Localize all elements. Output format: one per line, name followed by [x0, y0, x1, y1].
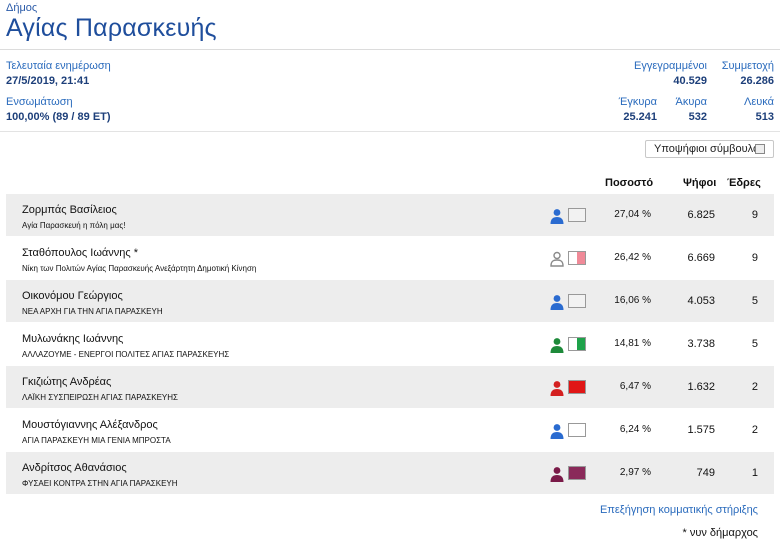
candidate-councillors-toggle[interactable]: Υποψήφιοι σύμβουλοι — [645, 140, 774, 158]
candidate-name: Ανδρίτσος Αθανάσιος — [22, 462, 127, 474]
percentage-value: 27,04 % — [614, 209, 651, 220]
seats-value: 2 — [751, 381, 758, 393]
seats-value: 5 — [751, 295, 758, 307]
party-flag-icon — [568, 294, 586, 308]
party-flag-icon — [568, 466, 586, 480]
table-row[interactable]: Σταθόπουλος Ιωάννης * Νίκη των Πολιτών Αγ… — [6, 237, 774, 280]
percentage-value: 14,81 % — [614, 338, 651, 349]
integration-label: Ενσωμάτωση — [6, 96, 73, 108]
party-name: Νίκη των Πολιτών Αγίας Παρασκευής Ανεξάρ… — [22, 264, 257, 273]
percentage-value: 6,47 % — [619, 381, 651, 392]
turnout-value: 26.286 — [740, 75, 774, 87]
party-support-explanation-link[interactable]: Επεξήγηση κομματικής στήριξης — [599, 504, 758, 516]
table-row[interactable]: Ζορμπάς Βασίλειος Αγία Παρασκευή η πόλη μ… — [6, 194, 774, 237]
votes-value: 3.738 — [687, 338, 715, 350]
candidate-councillors-label: Υποψήφιοι σύμβουλοι — [654, 143, 762, 155]
checkbox-icon[interactable] — [755, 144, 765, 154]
person-icon — [550, 424, 564, 439]
party-flag-icon — [568, 251, 586, 265]
column-header-percent: Ποσοστό — [605, 177, 654, 189]
table-row[interactable]: Γκιζιώτης Ανδρέας ΛΑΪΚΗ ΣΥΣΠΕΙΡΩΣΗ ΑΓΙΑΣ … — [6, 366, 774, 409]
party-name: Αγία Παρασκευή η πόλη μας! — [22, 221, 126, 230]
percentage-value: 26,42 % — [614, 252, 651, 263]
votes-value: 6.669 — [687, 252, 715, 264]
party-name: ΑΛΛΑΖΟΥΜΕ - ΕΝΕΡΓΟΙ ΠΟΛΙΤΕΣ ΑΓΙΑΣ ΠΑΡΑΣΚ… — [22, 350, 230, 359]
person-outline-icon — [550, 251, 564, 267]
percentage-value: 16,06 % — [614, 295, 651, 306]
party-flag-icon — [568, 423, 586, 437]
seats-value: 5 — [751, 338, 758, 350]
party-name: ΝΕΑ ΑΡΧΗ ΓΙΑ ΤΗΝ ΑΓΙΑ ΠΑΡΑΣΚΕΥΗ — [22, 307, 163, 316]
candidate-name: Σταθόπουλος Ιωάννης * — [22, 247, 139, 259]
percentage-value: 2,97 % — [619, 467, 651, 478]
registered-value: 40.529 — [673, 75, 707, 87]
candidate-name: Γκιζιώτης Ανδρέας — [22, 376, 112, 388]
person-icon — [550, 338, 564, 353]
seats-value: 9 — [751, 209, 758, 221]
seats-value: 9 — [751, 252, 758, 264]
votes-value: 1.575 — [687, 424, 715, 436]
municipality-label: Δήμος — [6, 2, 38, 14]
votes-value: 749 — [696, 467, 715, 479]
table-row[interactable]: Μυλωνάκης Ιωάννης ΑΛΛΑΖΟΥΜΕ - ΕΝΕΡΓΟΙ ΠΟΛ… — [6, 323, 774, 366]
results-summary: Τελευταία ενημέρωση 27/5/2019, 21:41 Ενσ… — [0, 50, 780, 132]
results-table: Ζορμπάς Βασίλειος Αγία Παρασκευή η πόλη μ… — [6, 194, 774, 495]
party-flag-icon — [568, 337, 586, 351]
table-row[interactable]: Ανδρίτσος Αθανάσιος ΦΥΣΑΕΙ ΚΟΝΤΡΑ ΣΤΗΝ ΑΓ… — [6, 452, 774, 495]
column-header-seats: Έδρες — [727, 177, 761, 189]
person-icon — [550, 467, 564, 482]
party-flag-icon — [568, 380, 586, 394]
valid-label: Έγκυρα — [618, 96, 657, 108]
party-name: ΑΓΙΑ ΠΑΡΑΣΚΕΥΗ ΜΙΑ ΓΕΝΙΑ ΜΠΡΟΣΤΑ — [22, 436, 171, 445]
integration-value: 100,00% (89 / 89 ΕΤ) — [6, 111, 111, 123]
last-update-label: Τελευταία ενημέρωση — [6, 60, 111, 72]
registered-label: Εγγεγραμμένοι — [634, 60, 707, 72]
page-title: Αγίας Παρασκευής — [6, 14, 217, 42]
person-icon — [550, 381, 564, 396]
table-row[interactable]: Μουστόγιαννης Αλέξανδρος ΑΓΙΑ ΠΑΡΑΣΚΕΥΗ Μ… — [6, 409, 774, 452]
candidate-name: Μουστόγιαννης Αλέξανδρος — [22, 419, 158, 431]
blank-value: 513 — [755, 111, 774, 123]
percentage-value: 6,24 % — [619, 424, 651, 435]
page-header: Δήμος Αγίας Παρασκευής — [0, 0, 780, 50]
column-header-votes: Ψήφοι — [683, 177, 717, 189]
current-mayor-footnote: * νυν δήμαρχος — [682, 527, 758, 539]
candidate-name: Οικονόμου Γεώργιος — [22, 290, 123, 302]
party-flag-icon — [568, 208, 586, 222]
person-icon — [550, 209, 564, 224]
valid-value: 25.241 — [623, 111, 657, 123]
votes-value: 6.825 — [687, 209, 715, 221]
invalid-value: 532 — [688, 111, 707, 123]
seats-value: 1 — [751, 467, 758, 479]
party-name: ΦΥΣΑΕΙ ΚΟΝΤΡΑ ΣΤΗΝ ΑΓΙΑ ΠΑΡΑΣΚΕΥΗ — [22, 479, 178, 488]
candidate-name: Ζορμπάς Βασίλειος — [22, 204, 117, 216]
turnout-label: Συμμετοχή — [721, 60, 774, 72]
votes-value: 1.632 — [687, 381, 715, 393]
last-update-value: 27/5/2019, 21:41 — [6, 75, 90, 87]
seats-value: 2 — [751, 424, 758, 436]
candidate-name: Μυλωνάκης Ιωάννης — [22, 333, 124, 345]
table-row[interactable]: Οικονόμου Γεώργιος ΝΕΑ ΑΡΧΗ ΓΙΑ ΤΗΝ ΑΓΙΑ … — [6, 280, 774, 323]
votes-value: 4.053 — [687, 295, 715, 307]
person-icon — [550, 295, 564, 310]
blank-label: Λευκά — [744, 96, 774, 108]
invalid-label: Άκυρα — [675, 96, 707, 108]
party-name: ΛΑΪΚΗ ΣΥΣΠΕΙΡΩΣΗ ΑΓΙΑΣ ΠΑΡΑΣΚΕΥΗΣ — [22, 393, 178, 402]
